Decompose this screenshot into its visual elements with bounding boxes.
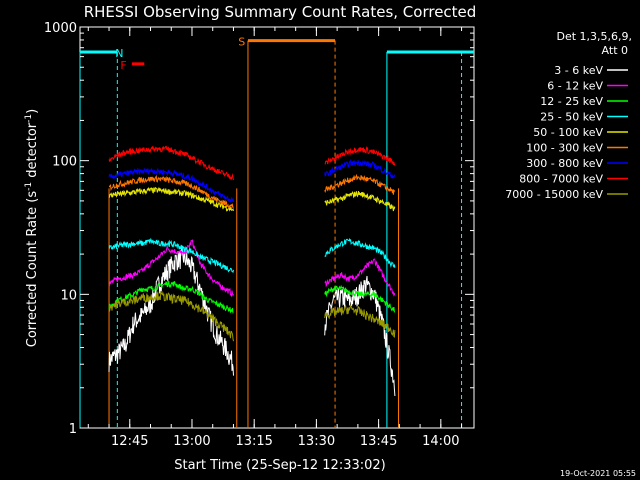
- chart-title: RHESSI Observing Summary Count Rates, Co…: [84, 3, 477, 21]
- series-trace: [108, 174, 234, 209]
- y-axis-label-end: ): [25, 109, 40, 114]
- x-tick-label: 14:00: [422, 434, 459, 449]
- y-tick-label: 100: [52, 155, 77, 170]
- x-tick-label: 13:30: [298, 434, 335, 449]
- series-trace: [324, 237, 396, 269]
- legend: Det 1,3,5,6,9, Att 0 3 - 6 keV 6 - 12 keV…: [505, 30, 632, 201]
- series-800-7000kev: [108, 145, 396, 181]
- legend-header-line2: Att 0: [602, 44, 628, 57]
- legend-label: 12 - 25 keV: [540, 95, 603, 108]
- x-tick-label: 13:00: [173, 434, 210, 449]
- series-12-25kev: [108, 280, 395, 314]
- series-trace: [324, 158, 396, 179]
- series-group: [108, 145, 396, 397]
- legend-label: 6 - 12 keV: [547, 80, 603, 93]
- legend-label: 100 - 300 keV: [526, 142, 603, 155]
- x-tick-label: 13:45: [360, 434, 397, 449]
- series-trace: [108, 145, 234, 181]
- y-axis-label: Corrected Count Rate (s-1 detector-1): [24, 109, 40, 347]
- legend-label: 50 - 100 keV: [533, 126, 603, 139]
- series-7000-15000kev: [108, 290, 396, 342]
- series-trace: [324, 284, 395, 313]
- series-50-100kev: [108, 186, 396, 212]
- series-trace: [108, 247, 234, 376]
- tick-group: 1 10 100 1000 12:45 13:00 13:15 13:30 13:45 14:00: [44, 21, 474, 449]
- series-trace: [324, 173, 396, 195]
- series-3-6kev: [108, 247, 396, 397]
- plot-frame: [79, 26, 475, 429]
- legend-label: 800 - 7000 keV: [519, 173, 603, 186]
- series-100-300kev: [108, 173, 396, 209]
- x-tick-label: 13:15: [235, 434, 272, 449]
- x-tick-label: 12:45: [111, 434, 148, 449]
- series-trace: [108, 280, 234, 314]
- y-tick-label: 1: [69, 422, 77, 437]
- series-trace: [324, 304, 396, 338]
- flag-label: S: [238, 36, 245, 49]
- series-300-800kev: [108, 158, 396, 203]
- series-trace: [108, 290, 234, 342]
- series-trace: [324, 190, 396, 212]
- y-axis-label-main: Corrected Count Rate (s: [25, 191, 40, 348]
- series-trace: [108, 186, 234, 212]
- series-trace: [108, 167, 234, 203]
- flag-label: F: [120, 59, 126, 72]
- plot-axes: [79, 26, 475, 429]
- flag-label: N: [115, 47, 123, 60]
- legend-header-line1: Det 1,3,5,6,9,: [556, 30, 632, 43]
- y-axis-label-sup1: -1: [24, 182, 34, 191]
- series-trace: [108, 239, 234, 298]
- legend-label: 300 - 800 keV: [526, 157, 603, 170]
- legend-label: 3 - 6 keV: [554, 64, 603, 77]
- series-trace: [324, 258, 396, 297]
- x-axis-label: Start Time (25-Sep-12 12:33:02): [174, 458, 385, 473]
- series-trace: [108, 237, 234, 273]
- flag-bars: NF S: [80, 36, 474, 72]
- legend-label: 7000 - 15000 keV: [505, 188, 603, 201]
- footer-date: 19-Oct-2021 05:55: [560, 469, 636, 478]
- y-tick-label: 10: [60, 288, 77, 303]
- series-trace: [324, 146, 396, 166]
- y-tick-label: 1000: [44, 21, 77, 36]
- series-6-12kev: [108, 239, 396, 298]
- legend-label: 25 - 50 keV: [540, 111, 603, 124]
- vertical-markers: [79, 40, 463, 428]
- y-axis-label-sup2: -1: [24, 114, 34, 123]
- y-axis-label-mid: detector: [25, 122, 40, 182]
- series-25-50kev: [108, 237, 396, 273]
